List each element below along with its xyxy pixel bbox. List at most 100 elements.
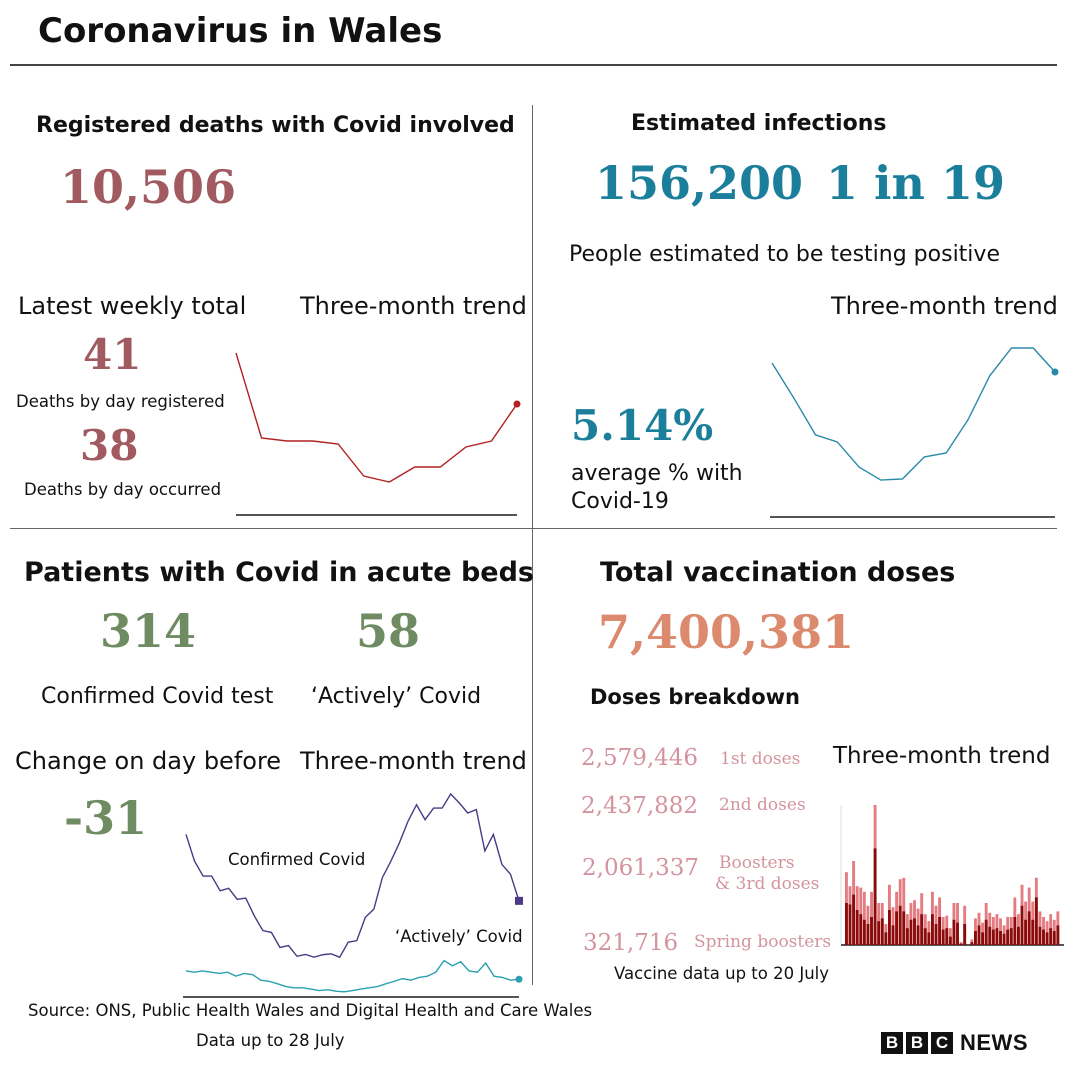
infections-count: 156,200 (595, 156, 804, 210)
infections-percent-label-2: Covid-19 (571, 489, 669, 514)
infections-percent: 5.14% (571, 401, 714, 450)
patients-actively-label: ‘Actively’ Covid (311, 684, 482, 709)
vaccination-bar-dark (870, 917, 873, 945)
second-doses-label: 2nd doses (719, 795, 806, 815)
vaccination-bar-dark (974, 931, 977, 945)
patients-confirmed-value: 314 (100, 604, 197, 658)
vaccination-bar-dark (902, 911, 906, 945)
logo-word: NEWS (960, 1030, 1028, 1055)
logo-letter: B (881, 1032, 903, 1054)
infections-trend-line-end-marker (1051, 368, 1059, 376)
deaths-trend-line (235, 352, 518, 483)
spring-boosters-label: Spring boosters (694, 932, 832, 952)
deaths-trend-line-end-marker (513, 400, 521, 408)
vaccination-bar-dark (1042, 929, 1045, 945)
vaccination-bar-dark (913, 918, 916, 945)
source-note: Source: ONS, Public Health Wales and Dig… (28, 1001, 593, 1020)
vaccination-bar-dark (923, 928, 927, 945)
vaccination-bar-dark (888, 910, 891, 945)
vaccination-bar-dark (1006, 929, 1010, 945)
vaccination-bar-dark (877, 921, 881, 945)
actively-covid-line-end-marker (515, 975, 523, 983)
vaccination-bar-dark (1056, 925, 1060, 945)
deaths-heading: Registered deaths with Covid involved (36, 113, 515, 138)
vaccination-bar-dark (1009, 928, 1013, 945)
deaths-trend-label: Three-month trend (300, 292, 527, 320)
logo-letter: B (906, 1032, 928, 1054)
vaccination-bar-dark (1020, 905, 1024, 945)
deaths-occurred-label: Deaths by day occurred (24, 480, 222, 499)
boosters-label: Boosters (719, 853, 795, 873)
bbc-news-logo: B B C NEWS (881, 1030, 1028, 1056)
vaccination-bar-dark (931, 914, 934, 945)
vaccination-bar (862, 891, 866, 945)
vaccination-bar-dark (898, 905, 902, 945)
vaccination-bar-dark (873, 848, 877, 945)
chart-confirmed-label: Confirmed Covid (228, 850, 366, 869)
vaccination-bar-dark (977, 925, 981, 945)
vaccination-bar-dark (999, 931, 1002, 945)
vaccination-bar-dark (952, 919, 956, 945)
title-rule (10, 64, 1057, 66)
patients-confirmed-label: Confirmed Covid test (41, 684, 274, 709)
vaccination-bar-dark (1013, 917, 1017, 945)
patients-heading: Patients with Covid in acute beds (24, 557, 535, 588)
first-doses-label: 1st doses (720, 749, 801, 769)
vaccination-bar-dark (909, 919, 913, 945)
vaccination-bar-dark (895, 911, 899, 945)
vaccination-bar-dark (1002, 933, 1006, 945)
infections-percent-label: average % with (571, 461, 743, 486)
weekly-total-label: Latest weekly total (18, 292, 247, 320)
vaccination-bar-dark (1017, 926, 1020, 945)
horizontal-divider (10, 528, 1057, 529)
vaccination-bar-dark (845, 903, 848, 945)
vaccination-bar-dark (934, 924, 938, 945)
chart-actively-label: ‘Actively’ Covid (395, 927, 523, 946)
infections-ratio: 1 in 19 (826, 156, 1005, 210)
vaccination-bar-dark (948, 936, 952, 945)
vaccination-bar-dark (859, 914, 863, 945)
vaccination-bar-dark (981, 932, 985, 945)
infections-subtitle: People estimated to be testing positive (569, 242, 1000, 267)
vaccination-bar-dark (1027, 911, 1031, 945)
infections-trend-label: Three-month trend (831, 292, 1058, 320)
vaccination-bar-dark (995, 928, 999, 945)
vaccination-bar-dark (1038, 926, 1042, 945)
first-doses-value: 2,579,446 (581, 745, 699, 771)
logo-letter: C (931, 1032, 953, 1054)
page-title: Coronavirus in Wales (38, 11, 443, 51)
patients-trend-label: Three-month trend (300, 747, 527, 775)
confirmed-covid-line (185, 792, 520, 959)
vaccination-bar-dark (855, 910, 859, 945)
vaccination-bar-dark (941, 929, 945, 945)
vaccination-bar-dark (1045, 932, 1049, 945)
vaccination-bar-dark (905, 928, 909, 945)
vaccination-bar-dark (963, 924, 967, 945)
deaths-total: 10,506 (60, 160, 237, 214)
vaccination-bar-dark (1034, 897, 1038, 945)
boosters-value: 2,061,337 (582, 855, 700, 881)
vaccination-bar-dark (1049, 928, 1053, 945)
spring-boosters-value: 321,716 (583, 930, 679, 956)
vaccination-bar-dark (959, 943, 963, 945)
vaccination-bar-dark (1031, 919, 1035, 945)
vaccination-bar-dark (991, 929, 995, 945)
doses-breakdown-heading: Doses breakdown (590, 685, 800, 709)
vaccination-bar-dark (988, 926, 992, 945)
vaccination-bar-dark (1052, 931, 1056, 945)
data-date-note: Data up to 28 July (196, 1031, 345, 1050)
patients-actively-value: 58 (356, 604, 421, 658)
vaccination-bar-dark (920, 914, 924, 945)
deaths-registered-value: 41 (83, 330, 142, 379)
vaccine-footnote: Vaccine data up to 20 July (614, 964, 830, 983)
deaths-occurred-value: 38 (80, 421, 139, 470)
vaccination-total: 7,400,381 (598, 605, 855, 659)
vaccination-bar-dark (852, 894, 856, 945)
vaccination-bar-dark (927, 932, 931, 945)
vaccination-bar-dark (866, 924, 870, 945)
vaccination-bar-dark (945, 928, 949, 945)
vaccination-bar-dark (938, 917, 942, 945)
vaccination-bar-dark (956, 922, 959, 945)
confirmed-covid-line-end-marker (515, 896, 523, 905)
